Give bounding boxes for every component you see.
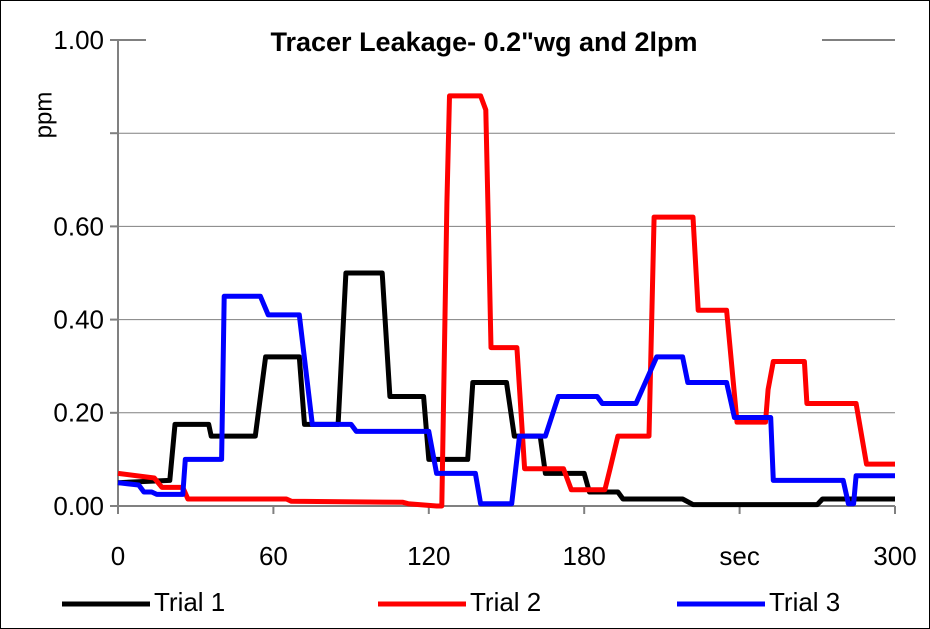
chart-title: Tracer Leakage- 0.2"wg and 2lpm — [271, 27, 698, 57]
x-tick-label: sec — [719, 541, 759, 571]
y-tick-label: 0.00 — [53, 491, 104, 521]
legend-label: Trial 1 — [154, 587, 225, 617]
x-tick-label: 300 — [873, 541, 916, 571]
title-box — [146, 22, 822, 62]
y-tick-label: 0.60 — [53, 211, 104, 241]
y-tick-label: 0.20 — [53, 398, 104, 428]
y-tick-label: 0.40 — [53, 304, 104, 334]
x-tick-label: 60 — [259, 541, 288, 571]
series-line — [117, 93, 895, 509]
legend-label: Trial 2 — [470, 587, 541, 617]
legend-label: Trial 3 — [769, 587, 840, 617]
x-tick-label: 120 — [407, 541, 450, 571]
y-tick-label: 1.00 — [53, 25, 104, 55]
series-line — [117, 293, 895, 507]
lines — [117, 93, 895, 509]
series-line — [117, 270, 895, 508]
y-axis-label: ppm — [30, 92, 57, 139]
x-tick-label: 0 — [111, 541, 125, 571]
x-tick-label: 180 — [563, 541, 606, 571]
